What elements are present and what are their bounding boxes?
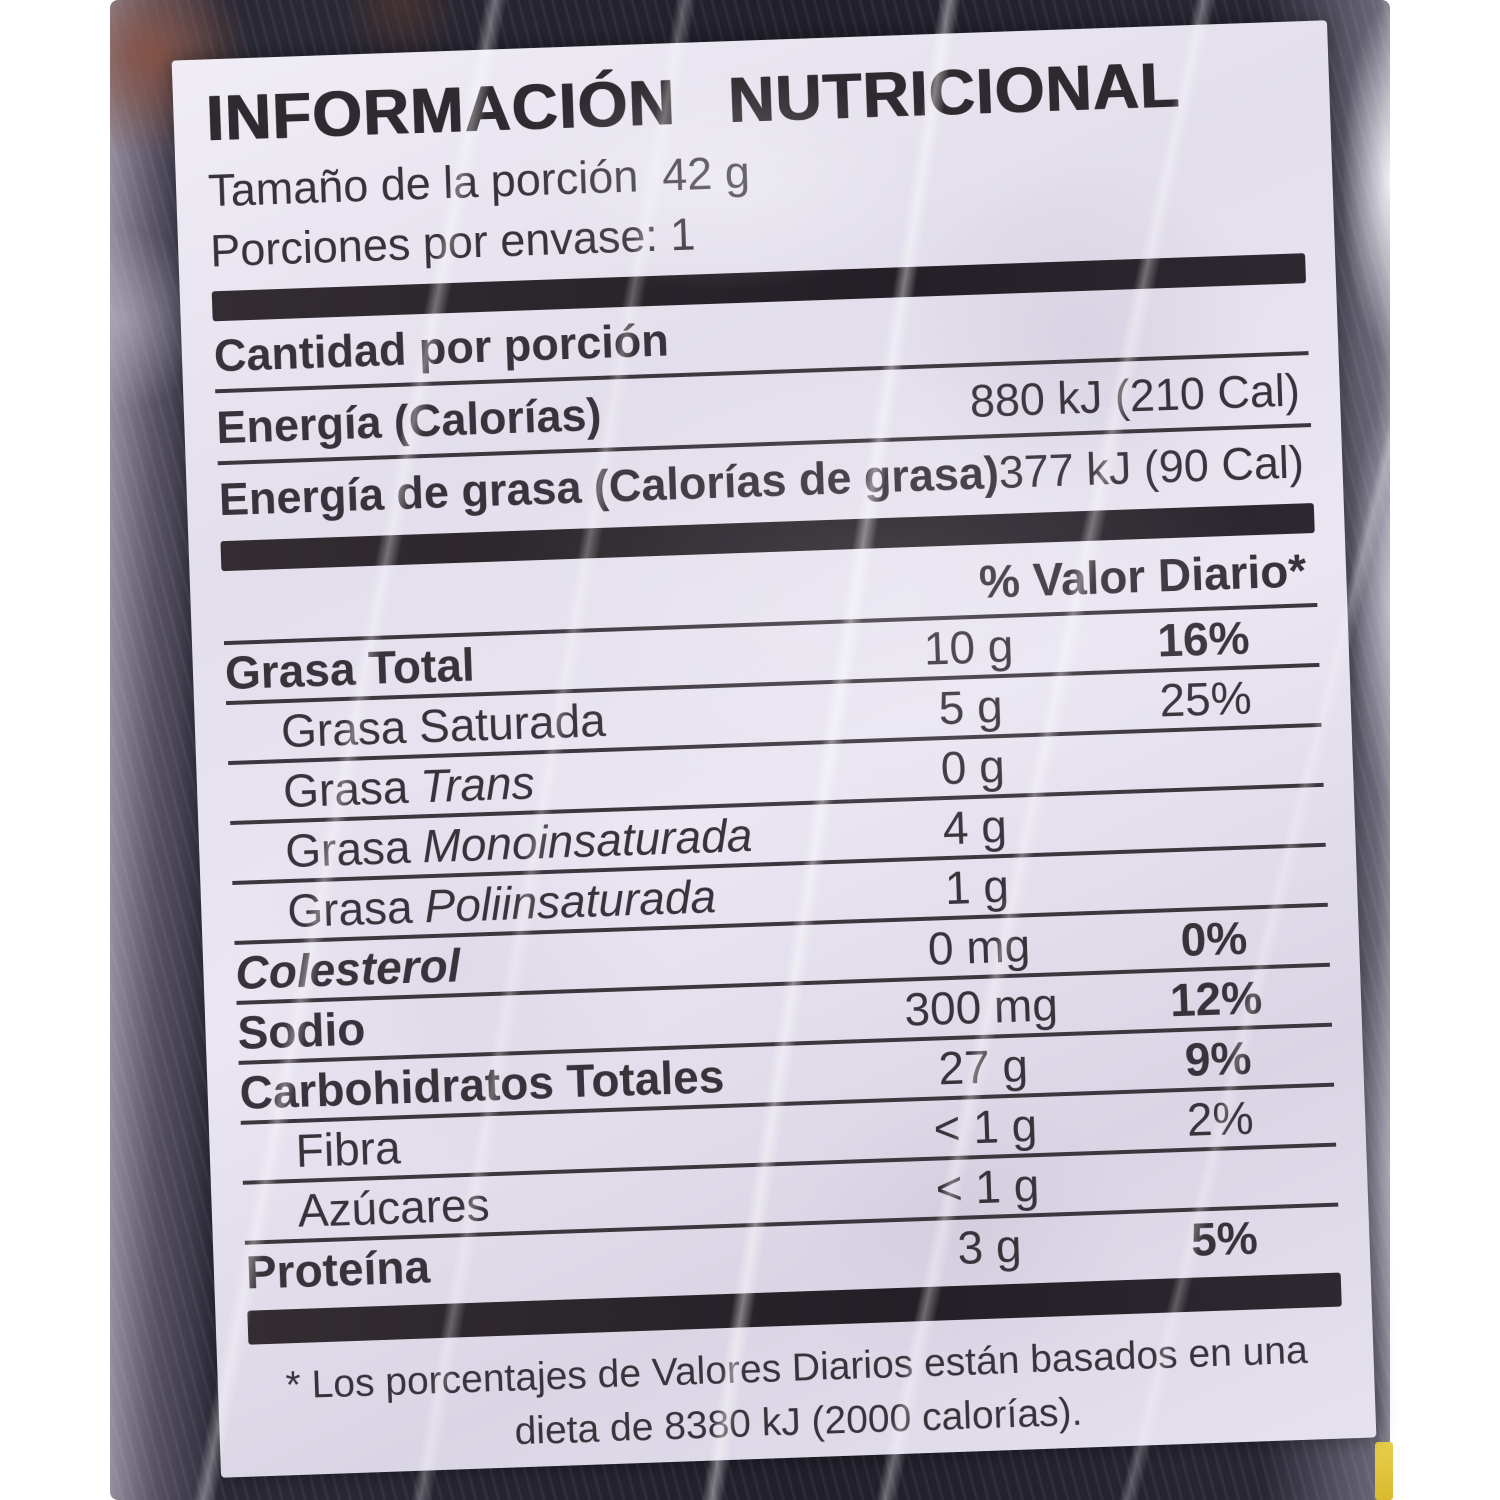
nutrient-amount: 3 g [956,1219,1023,1274]
nutrient-dv [1093,755,1323,763]
serving-size-label: Tamaño de la porción [207,150,640,217]
nutrient-amount: 5 g [937,680,1004,735]
snack-bag-background: INFORMACIÓN NUTRICIONAL Tamaño de la por… [110,0,1393,1500]
nutrient-amount: < 1 g [932,1099,1038,1155]
nutrient-amount: 27 g [937,1039,1029,1095]
nutrient-dv [1097,875,1327,883]
nutrient-amount: < 1 g [934,1159,1041,1215]
nutrient-amount: 4 g [941,799,1008,855]
nutrient-amount: 1 g [944,859,1010,915]
serving-size-value: 42 g [661,146,751,201]
nutrient-dv [1095,815,1325,823]
nutrient-dv: 0% [1179,911,1249,966]
nutrient-dv: 2% [1186,1091,1255,1146]
nutrition-facts-label: INFORMACIÓN NUTRICIONAL Tamaño de la por… [171,20,1377,1478]
nutrient-dv: 5% [1190,1211,1259,1266]
nutrient-dv: 25% [1158,671,1253,727]
energy-fat-value: 377 kJ (90 Cal) [997,436,1305,498]
footnote: * Los porcentajes de Valores Diarios est… [249,1323,1346,1469]
nutrient-amount: 10 g [922,619,1015,675]
nutrient-amount: 300 mg [903,978,1059,1036]
energy-name: Energía (Calorías) [215,388,603,454]
nutrient-dv: 12% [1169,971,1263,1027]
nutrient-amount: 0 g [939,739,1006,795]
nutrient-amount: 0 mg [927,919,1032,975]
energy-value: 880 kJ (210 Cal) [968,364,1301,427]
nutrient-dv [1107,1175,1337,1183]
nutrient-dv: 9% [1183,1031,1253,1086]
nutrient-dv: 16% [1156,611,1251,667]
package-edge-yellow [1375,1442,1393,1500]
